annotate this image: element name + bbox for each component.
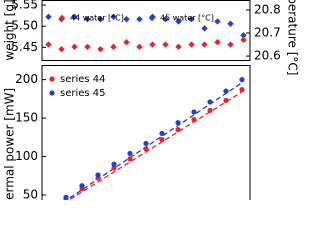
y-tick-label: 200 <box>15 72 38 86</box>
point <box>110 43 117 51</box>
point <box>84 15 91 23</box>
y2-tick-label: 20.7 <box>254 26 281 40</box>
point <box>110 13 117 21</box>
point <box>223 97 229 103</box>
point <box>239 77 245 83</box>
legend-marker <box>58 14 66 22</box>
point <box>162 15 169 23</box>
y2-tick-label: 20.8 <box>254 2 281 16</box>
legend-label: 44 water [°C] <box>70 14 124 23</box>
legend-label: 45 water [°C] <box>160 14 214 23</box>
point <box>159 137 165 143</box>
legend-marker <box>148 14 156 22</box>
y2-axis-label: mperature [°C] <box>286 0 300 75</box>
point <box>214 39 221 46</box>
y2-tick-label: 20.6 <box>254 49 281 63</box>
point <box>123 39 130 46</box>
point <box>207 99 213 105</box>
point <box>227 20 234 27</box>
point <box>223 88 229 94</box>
point <box>63 194 69 200</box>
point <box>188 15 195 23</box>
point <box>191 109 197 115</box>
point <box>45 41 52 48</box>
point <box>136 43 143 51</box>
legend-label: series 45 <box>60 88 106 99</box>
point <box>227 41 234 48</box>
point <box>175 127 181 133</box>
plot-frame <box>41 65 251 200</box>
point <box>175 120 181 126</box>
point <box>207 107 213 113</box>
y-axis-label: weight [g] <box>3 0 17 61</box>
point <box>127 150 133 157</box>
point <box>111 165 117 171</box>
point <box>84 43 91 51</box>
point <box>97 15 104 23</box>
point <box>149 41 156 48</box>
y-axis-label: thermal power [mW] <box>3 88 17 200</box>
point <box>71 43 78 51</box>
point <box>71 13 78 21</box>
point <box>175 18 182 25</box>
point <box>240 36 247 44</box>
legend-marker <box>49 76 55 82</box>
legend-label: series 44 <box>60 74 106 85</box>
point <box>58 45 65 53</box>
point <box>240 32 247 39</box>
point <box>214 18 221 25</box>
point <box>127 156 133 162</box>
y-tick-label: 50 <box>23 188 38 201</box>
point <box>159 130 165 137</box>
legend-marker <box>49 90 55 96</box>
point <box>143 146 149 152</box>
plot-frame <box>41 0 251 61</box>
point <box>191 117 197 123</box>
point <box>143 140 149 147</box>
point <box>162 41 169 48</box>
y-tick-label: 100 <box>15 149 38 163</box>
point <box>175 43 182 51</box>
point <box>239 87 245 93</box>
figure: 5.45 5.50 5.55 20.6 20.7 20.8 weight [g] mperat… <box>3 0 300 201</box>
point <box>136 15 143 23</box>
point <box>188 41 195 48</box>
point <box>95 172 101 178</box>
point <box>45 13 52 21</box>
point <box>97 45 104 53</box>
y-tick-label: 150 <box>15 111 38 125</box>
point <box>123 15 130 23</box>
point <box>79 183 85 189</box>
point <box>201 41 208 48</box>
y-tick-label: 5.50 <box>11 19 38 33</box>
point <box>111 161 117 167</box>
point <box>201 25 208 32</box>
y-tick-label: 5.45 <box>11 40 38 54</box>
y-tick-label: 5.55 <box>11 0 38 12</box>
